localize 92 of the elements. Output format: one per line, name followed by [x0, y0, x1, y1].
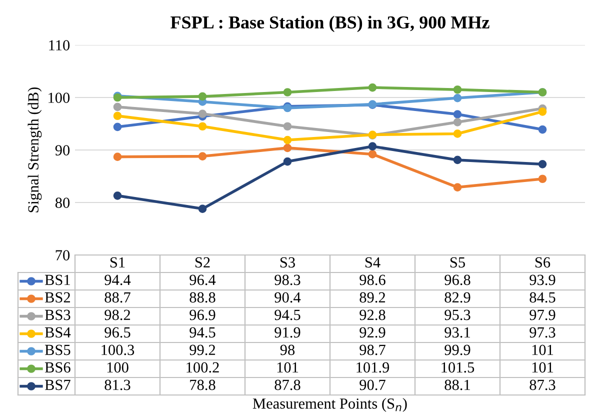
data-label: 91.9	[274, 327, 300, 338]
point	[113, 122, 122, 132]
data-label: 99.9	[444, 344, 470, 356]
data-label: 101	[532, 344, 554, 356]
x-tick-label: S2	[195, 257, 210, 268]
point	[538, 108, 547, 116]
point	[368, 142, 377, 150]
data-label: 88.7	[104, 292, 130, 303]
data-label: 96.9	[190, 310, 216, 320]
point	[368, 83, 377, 92]
point	[283, 157, 292, 166]
data-label: 82.9	[444, 292, 470, 303]
data-label: 94.5	[190, 327, 216, 338]
point	[538, 125, 547, 134]
x-tick-label: S5	[450, 257, 465, 268]
point	[283, 136, 292, 144]
x-tick-label: S4	[365, 257, 380, 268]
data-label: 92.8	[360, 310, 386, 320]
data-label: 101.9	[356, 362, 390, 373]
data-label: 96.8	[444, 274, 470, 286]
data-label: 90.7	[360, 380, 386, 390]
data-label: 87.3	[530, 380, 556, 390]
point	[198, 92, 207, 101]
x-tick-label: S1	[110, 257, 125, 268]
point	[453, 118, 462, 126]
point	[113, 112, 122, 120]
data-label: 87.8	[274, 380, 300, 390]
data-label: 96.4	[190, 274, 216, 286]
data-label: 98.6	[360, 274, 386, 286]
data-label: 100.2	[186, 362, 219, 373]
point	[453, 110, 462, 118]
data-label: 101	[532, 362, 554, 373]
y-tick-label: 70	[56, 250, 70, 260]
data-label: 98.3	[274, 274, 300, 286]
data-label: 100.3	[102, 344, 134, 356]
point	[283, 144, 292, 152]
y-tick-label: 90	[55, 145, 70, 156]
data-label: 88.1	[444, 380, 470, 390]
data-label: 98.7	[360, 344, 386, 356]
chart-title: FSPL : Base Station (BS) in 3G, 900 MHz	[170, 16, 490, 32]
point	[283, 88, 292, 96]
y-tick-label: 80	[55, 198, 70, 208]
point	[113, 102, 122, 112]
y-tick-label: 110	[49, 40, 70, 50]
point	[198, 152, 207, 160]
point	[198, 204, 207, 213]
point	[198, 110, 207, 118]
y-axis-title: Signal Strength (dB)	[28, 87, 42, 212]
data-label: 90.4	[274, 292, 301, 303]
legend-label: BS7	[44, 380, 70, 390]
point	[113, 192, 122, 200]
point	[198, 122, 207, 131]
point	[113, 152, 122, 161]
data-label: 84.5	[530, 292, 556, 303]
data-label: 97.3	[530, 327, 556, 338]
data-label: 89.2	[360, 292, 386, 303]
legend-label: BS6	[44, 362, 70, 373]
legend-label: BS5	[44, 344, 70, 356]
data-label: 100	[107, 362, 128, 373]
legend-label: BS3	[44, 310, 70, 320]
data-label: 93.1	[444, 327, 470, 338]
point	[283, 122, 292, 131]
data-label: 81.3	[104, 380, 130, 390]
data-label: 94.5	[274, 310, 300, 320]
legend-label: BS2	[44, 292, 70, 303]
x-tick-label: S3	[280, 257, 295, 268]
point	[453, 156, 462, 164]
point	[368, 150, 377, 158]
point	[538, 174, 547, 184]
point	[453, 85, 462, 94]
data-label: 92.9	[360, 327, 386, 338]
data-label: 98	[280, 344, 295, 356]
data-label: 98.2	[104, 310, 130, 320]
legend-label: BS4	[44, 327, 71, 338]
legend-label: BS1	[44, 274, 70, 286]
point	[453, 94, 462, 102]
point	[538, 160, 547, 168]
text: Measurement Points (S$_{n}$)	[252, 398, 407, 412]
data-label: 96.5	[104, 327, 130, 338]
data-label: 94.4	[104, 274, 131, 286]
point	[453, 130, 462, 138]
data-label: 78.8	[190, 380, 216, 390]
data-label: 95.3	[444, 310, 470, 320]
data-label: 101.5	[442, 362, 474, 373]
x-tick-label: S6	[535, 257, 550, 268]
data-label: 99.2	[190, 344, 216, 356]
data-label: 101	[277, 362, 298, 373]
data-label: 93.9	[530, 274, 556, 286]
y-tick-label: 100	[48, 92, 70, 103]
data-label: 97.9	[530, 310, 556, 320]
point	[453, 183, 462, 192]
data-label: 88.8	[190, 292, 216, 303]
